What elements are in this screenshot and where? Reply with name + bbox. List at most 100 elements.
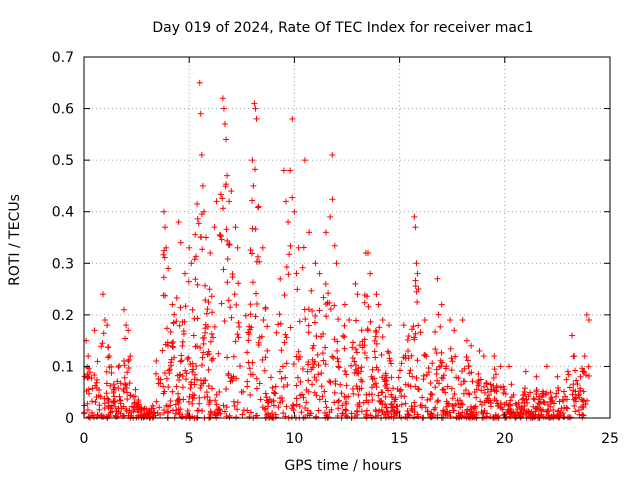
- data-point: [194, 315, 201, 322]
- dense-points: [81, 166, 592, 421]
- data-point: [517, 410, 524, 417]
- data-point: [223, 386, 230, 393]
- data-point: [364, 326, 371, 333]
- data-point: [203, 234, 210, 241]
- data-point: [493, 384, 500, 391]
- data-point: [491, 353, 498, 360]
- data-point: [570, 353, 577, 360]
- data-point: [167, 328, 174, 335]
- data-point: [236, 323, 243, 330]
- data-point: [305, 329, 312, 336]
- data-point: [88, 375, 95, 382]
- data-point: [441, 408, 448, 415]
- data-point: [308, 287, 315, 294]
- data-point: [414, 357, 421, 364]
- data-point: [322, 344, 329, 351]
- data-point: [480, 410, 487, 417]
- data-point: [428, 410, 435, 417]
- data-point: [253, 258, 260, 265]
- data-point: [462, 387, 469, 394]
- data-point: [176, 322, 183, 329]
- data-point: [169, 343, 176, 350]
- data-point: [480, 383, 487, 390]
- data-point: [213, 391, 220, 398]
- y-tick-label: 0.1: [52, 359, 74, 375]
- data-point: [329, 151, 336, 158]
- data-point: [537, 406, 544, 413]
- data-point: [189, 395, 196, 402]
- data-point: [199, 246, 206, 253]
- data-point: [247, 301, 254, 308]
- data-point: [365, 303, 372, 310]
- data-point: [325, 414, 332, 421]
- data-point: [351, 358, 358, 365]
- data-point: [358, 327, 365, 334]
- data-point: [476, 380, 483, 387]
- data-point: [184, 355, 191, 362]
- data-point: [348, 362, 355, 369]
- data-point: [197, 344, 204, 351]
- data-point: [217, 191, 224, 198]
- data-point: [491, 387, 498, 394]
- data-point: [293, 401, 300, 408]
- data-point: [249, 225, 256, 232]
- data-point: [327, 379, 334, 386]
- data-point: [464, 357, 471, 364]
- data-point: [433, 370, 440, 377]
- data-point: [301, 157, 308, 164]
- data-point: [372, 354, 379, 361]
- data-point: [526, 389, 533, 396]
- data-point: [123, 322, 130, 329]
- data-point: [460, 390, 467, 397]
- data-point: [554, 373, 561, 380]
- data-point: [287, 242, 294, 249]
- data-point: [163, 325, 170, 332]
- data-point: [244, 349, 251, 356]
- data-point: [575, 407, 582, 414]
- data-point: [448, 385, 455, 392]
- data-point: [307, 410, 314, 417]
- data-point: [313, 414, 320, 421]
- data-point: [231, 402, 238, 409]
- data-point: [91, 372, 98, 379]
- data-point: [92, 399, 99, 406]
- data-point: [285, 271, 292, 278]
- data-point: [299, 365, 306, 372]
- data-point: [194, 343, 201, 350]
- data-point: [117, 397, 124, 404]
- y-axis-label: ROTI / TECUs: [7, 194, 23, 286]
- data-point: [191, 256, 198, 263]
- data-point: [249, 250, 256, 257]
- data-point: [329, 196, 336, 203]
- data-point: [224, 279, 231, 286]
- data-point: [357, 368, 364, 375]
- data-point: [582, 372, 589, 379]
- data-point: [427, 411, 434, 418]
- data-point: [334, 347, 341, 354]
- data-point: [493, 397, 500, 404]
- data-point: [280, 410, 287, 417]
- data-point: [295, 244, 302, 251]
- data-point: [312, 312, 319, 319]
- data-point: [85, 413, 92, 420]
- data-point: [135, 405, 142, 412]
- data-point: [409, 373, 416, 380]
- data-point: [335, 316, 342, 323]
- data-point: [365, 249, 372, 256]
- data-point: [228, 314, 235, 321]
- y-tick-label: 0.7: [52, 50, 74, 66]
- data-point: [234, 399, 241, 406]
- data-point: [143, 405, 150, 412]
- data-point: [305, 361, 312, 368]
- data-point: [481, 389, 488, 396]
- data-point: [364, 293, 371, 300]
- data-point: [455, 375, 462, 382]
- data-point: [303, 399, 310, 406]
- data-point: [179, 373, 186, 380]
- data-point: [155, 375, 162, 382]
- data-point: [367, 318, 374, 325]
- data-point: [107, 409, 114, 416]
- data-point: [404, 407, 411, 414]
- data-point: [339, 410, 346, 417]
- data-point: [219, 195, 226, 202]
